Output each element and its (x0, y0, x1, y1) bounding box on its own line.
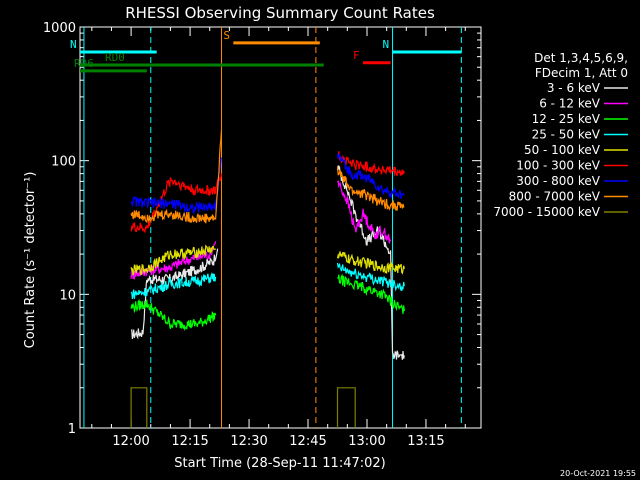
series-line (336, 387, 356, 428)
tick-labels: 1 10 100 1000 12:00 12:15 12:30 12:45 13:00 13:15 (43, 21, 445, 449)
footer-timestamp: 20-Oct-2021 19:55 (560, 469, 636, 478)
series-line (337, 151, 405, 177)
legend-label: 3 - 6 keV (547, 81, 601, 95)
axes (79, 26, 482, 429)
legend-label: 25 - 50 keV (532, 128, 601, 142)
series-line (130, 248, 219, 340)
flag-label: RD0 (105, 51, 125, 64)
legend-label: 100 - 300 keV (516, 159, 600, 173)
flag-label: S (223, 29, 230, 42)
series-line (130, 271, 217, 300)
series-line (336, 153, 405, 199)
series-line (337, 273, 405, 314)
legend-label: 50 - 100 keV (524, 143, 601, 157)
plot-frame (79, 26, 482, 429)
flag-bars: N N S F RD0 RD6 (70, 29, 462, 73)
series-line (130, 387, 148, 428)
chart-title: RHESSI Observing Summary Count Rates (125, 4, 435, 22)
legend-label: 300 - 800 keV (516, 174, 600, 188)
x-tick-label: 13:00 (348, 434, 385, 449)
legend-label: 800 - 7000 keV (509, 190, 601, 204)
flag-label: F (353, 49, 360, 62)
y-tick-label: 100 (51, 155, 76, 170)
flag-label: N (383, 38, 390, 51)
x-tick-label: 13:15 (407, 434, 444, 449)
flag-label: RD6 (74, 57, 94, 70)
legend-label: 7000 - 15000 keV (493, 205, 600, 219)
y-tick-label: 10 (59, 288, 76, 303)
series-line (336, 166, 405, 211)
y-tick-label: 1000 (43, 21, 76, 36)
series-line (130, 173, 223, 234)
flag-label: N (70, 38, 77, 51)
x-tick-label: 12:30 (230, 434, 267, 449)
x-tick-label: 12:45 (289, 434, 326, 449)
y-tick-label: 1 (68, 422, 76, 437)
series-line (130, 157, 223, 214)
series-line (130, 129, 223, 224)
series-line (336, 251, 405, 275)
vertical-markers (83, 27, 462, 428)
series-line (130, 244, 217, 276)
legend-header-line-2: FDecim 1, Att 0 (535, 66, 628, 80)
series-line (130, 298, 217, 332)
series-line (336, 262, 405, 292)
x-tick-label: 12:00 (112, 434, 149, 449)
legend-label: 12 - 25 keV (532, 112, 601, 126)
x-tick-label: 12:15 (171, 434, 208, 449)
series-line (336, 180, 392, 244)
series-line (336, 165, 405, 360)
legend-label: 6 - 12 keV (539, 97, 601, 111)
legend-header-line-1: Det 1,3,4,5,6,9, (534, 51, 628, 65)
x-axis-label: Start Time (28-Sep-11 11:47:02) (174, 456, 385, 471)
legend: Det 1,3,4,5,6,9, FDecim 1, Att 0 3 - 6 k… (493, 51, 628, 219)
series-group (130, 129, 405, 428)
y-axis-label: Count Rate (s⁻¹ detector⁻¹) (23, 172, 38, 349)
